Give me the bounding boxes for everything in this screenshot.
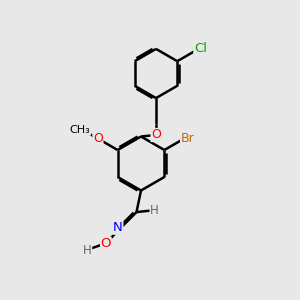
Text: Cl: Cl bbox=[194, 42, 207, 55]
Text: Br: Br bbox=[181, 132, 194, 145]
Text: H: H bbox=[83, 244, 92, 257]
Text: O: O bbox=[151, 128, 161, 142]
Text: O: O bbox=[100, 237, 111, 250]
Text: O: O bbox=[93, 132, 103, 145]
Text: H: H bbox=[150, 204, 159, 217]
Text: N: N bbox=[113, 221, 123, 234]
Text: CH₃: CH₃ bbox=[70, 125, 91, 135]
